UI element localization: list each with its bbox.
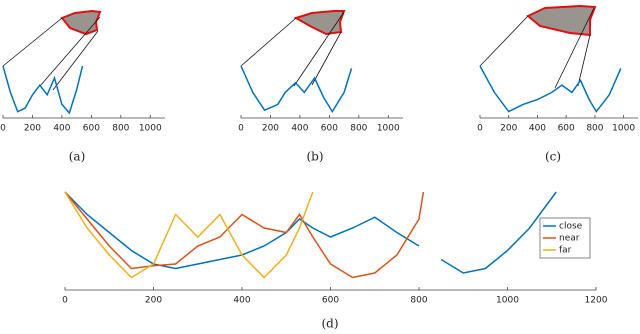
x-tick-label: 800 [350, 124, 367, 134]
x-tick-label: 800 [112, 124, 129, 134]
data-line [240, 65, 353, 114]
legend-label: far [559, 246, 572, 256]
data-line [64, 191, 425, 279]
x-tick-label: 600 [558, 124, 575, 134]
x-tick-label: 600 [83, 124, 100, 134]
x-tick-label: 0 [477, 124, 483, 134]
connector [52, 30, 99, 91]
connector [311, 31, 342, 86]
arrowhead-image [293, 10, 346, 36]
x-tick-label: 1000 [496, 296, 519, 306]
arrowhead-image [526, 4, 597, 37]
x-tick-label: 1000 [612, 124, 635, 134]
data-line [64, 191, 557, 274]
x-tick-label: 0 [0, 124, 6, 134]
caption: (c) [545, 150, 561, 164]
legend-label: near [559, 234, 580, 244]
data-line [2, 65, 84, 115]
data-line [64, 191, 314, 279]
connector [2, 17, 63, 67]
x-tick-label: 800 [410, 296, 427, 306]
connector [293, 11, 345, 87]
x-tick-label: 0 [238, 124, 244, 134]
x-tick-label: 600 [322, 296, 339, 306]
connector [577, 34, 591, 87]
connector [479, 15, 529, 67]
caption: (b) [306, 150, 323, 164]
x-tick-label: 400 [529, 124, 546, 134]
connector [554, 7, 595, 89]
x-tick-label: 1000 [139, 124, 162, 134]
arrowhead-image [60, 9, 102, 36]
x-tick-label: 400 [53, 124, 70, 134]
x-tick-label: 200 [500, 124, 517, 134]
x-tick-label: 200 [24, 124, 41, 134]
caption: (d) [321, 317, 338, 331]
x-tick-label: 1000 [377, 124, 400, 134]
legend-label: close [559, 222, 583, 232]
caption: (a) [69, 150, 86, 164]
x-tick-label: 600 [321, 124, 338, 134]
x-tick-label: 200 [145, 296, 162, 306]
x-tick-label: 0 [62, 296, 68, 306]
connector [240, 17, 297, 67]
connector [39, 16, 101, 87]
x-tick-label: 800 [586, 124, 603, 134]
x-tick-label: 400 [233, 296, 250, 306]
x-tick-label: 400 [291, 124, 308, 134]
x-tick-label: 1200 [585, 296, 608, 306]
data-line [479, 65, 622, 113]
x-tick-label: 200 [262, 124, 279, 134]
